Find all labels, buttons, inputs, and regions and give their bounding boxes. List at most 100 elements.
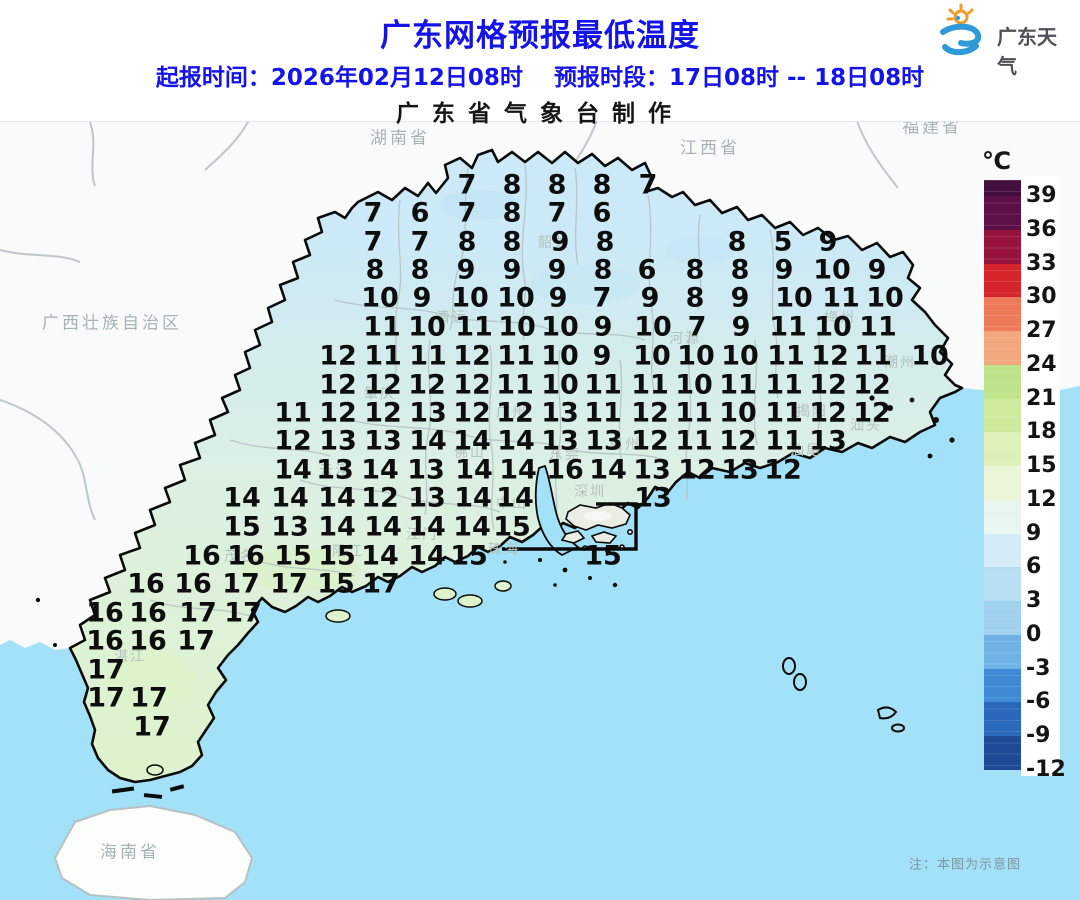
temperature-value: 11 (854, 340, 892, 372)
province-label: 海南省 (100, 842, 160, 863)
temperature-value: 13 (541, 397, 579, 429)
colorbar-segment (984, 466, 1021, 501)
city-label: 广州 (496, 405, 528, 421)
colorbar-segment (984, 229, 1021, 264)
temperature-value: 14 (408, 511, 446, 543)
temperature-value: 9 (547, 254, 567, 286)
temperature-value: 12 (809, 369, 847, 401)
temperature-value: 8 (595, 226, 615, 258)
temperature-value: 7 (592, 282, 612, 314)
temperature-value: 17 (130, 682, 168, 714)
temperature-value: 11 (822, 282, 860, 314)
temperature-value: 8 (457, 226, 477, 258)
city-label: 江门 (406, 527, 438, 543)
colorbar-unit: ℃ (982, 147, 1012, 175)
coastal-islands (146, 580, 512, 776)
colorbar-segment (984, 736, 1021, 771)
temperature-value: 8 (685, 282, 705, 314)
temperature-value: 16 (129, 625, 167, 657)
city-label: 河源 (669, 331, 701, 347)
forecast-time-line: 起报时间：2026年02月12日08时 预报时段：17日08时 -- 18日08… (155, 65, 925, 91)
temperature-value: 9 (640, 282, 660, 314)
temperature-value: 11 (584, 397, 622, 429)
temperature-value: 13 (319, 425, 357, 457)
colorbar-tick-label: 15 (1026, 453, 1057, 479)
temperature-value: 14 (589, 454, 627, 486)
temperature-value: 12 (853, 397, 891, 429)
temperature-value: 10 (775, 282, 813, 314)
temperature-value: 11 (675, 397, 713, 429)
temperature-value: 12 (631, 425, 669, 457)
temperature-value: 17 (179, 597, 217, 629)
temperature-value: 14 (497, 425, 535, 457)
offshore-islets (782, 657, 905, 733)
temperature-value: 12 (719, 425, 757, 457)
colorbar-segment (984, 702, 1021, 737)
temperature-value: 17 (224, 597, 262, 629)
city-label: 韶关 (538, 235, 570, 251)
temperature-value: 15 (317, 568, 355, 600)
temperature-value: 7 (363, 226, 383, 258)
temperature-value: 13 (634, 482, 672, 514)
temperature-value: 13 (541, 425, 579, 457)
temperature-value: 17 (222, 568, 260, 600)
swirl-eye (956, 16, 960, 20)
temperature-value: 16 (174, 568, 212, 600)
temperature-value: 9 (412, 282, 432, 314)
sun-icon (946, 3, 974, 25)
temperature-value: 14 (271, 482, 309, 514)
temperature-value: 8 (592, 169, 612, 201)
temperature-value: 16 (129, 597, 167, 629)
temperature-value: 10 (633, 340, 671, 372)
temperature-value: 14 (318, 511, 356, 543)
province-label: 江西省 (680, 138, 740, 159)
temperature-value: 11 (584, 369, 622, 401)
temperature-value: 13 (585, 425, 623, 457)
temperature-value: 9 (593, 311, 613, 343)
temperature-value: 9 (548, 282, 568, 314)
temperature-value: 16 (127, 568, 165, 600)
colorbar-tick-label: 18 (1026, 419, 1057, 445)
colorbar-tick-label: -3 (1026, 655, 1051, 681)
temperature-value: 9 (818, 226, 838, 258)
hainan-island (53, 804, 254, 900)
temperature-value: 12 (853, 369, 891, 401)
temperature-value: 13 (409, 397, 447, 429)
city-borders (149, 164, 822, 617)
temperature-value: 8 (593, 254, 613, 286)
temperature-value: 11 (765, 397, 803, 429)
city-label: 东莞 (549, 447, 581, 463)
temperature-value: 12 (408, 369, 446, 401)
temperature-value: 8 (685, 254, 705, 286)
temperature-value: 12 (453, 340, 491, 372)
temperature-value: 12 (319, 340, 357, 372)
temperature-value: 14 (454, 482, 492, 514)
gdweather-logo-icon (940, 3, 982, 56)
guangdong-province (68, 148, 964, 784)
temperature-value: 14 (274, 454, 312, 486)
temperature-value: 8 (410, 254, 430, 286)
temperature-value: 14 (361, 540, 399, 572)
temperature-value: 16 (86, 597, 124, 629)
temperature-value: 16 (546, 454, 584, 486)
colorbar-segment (984, 331, 1021, 366)
gdweather-logo: 广东天气 (931, 2, 1076, 78)
temperature-value: 10 (675, 369, 713, 401)
temperature-value: 7 (410, 226, 430, 258)
province-label: 福建省 (902, 117, 962, 138)
temperature-value: 7 (457, 197, 477, 229)
temperature-value: 11 (274, 397, 312, 429)
temperature-value: 10 (541, 369, 579, 401)
temperature-value: 11 (859, 311, 897, 343)
temperature-value: 11 (765, 425, 803, 457)
disclaimer-note: 注：本图为示意图 (908, 857, 1022, 873)
temperature-value: 17 (87, 654, 125, 686)
colorbar (984, 180, 1021, 771)
city-label: 茂名 (224, 549, 256, 565)
temperature-value: 14 (223, 482, 261, 514)
temperature-value: 7 (457, 169, 477, 201)
city-label: 揭阳 (796, 404, 828, 420)
temperature-value: 7 (687, 311, 707, 343)
